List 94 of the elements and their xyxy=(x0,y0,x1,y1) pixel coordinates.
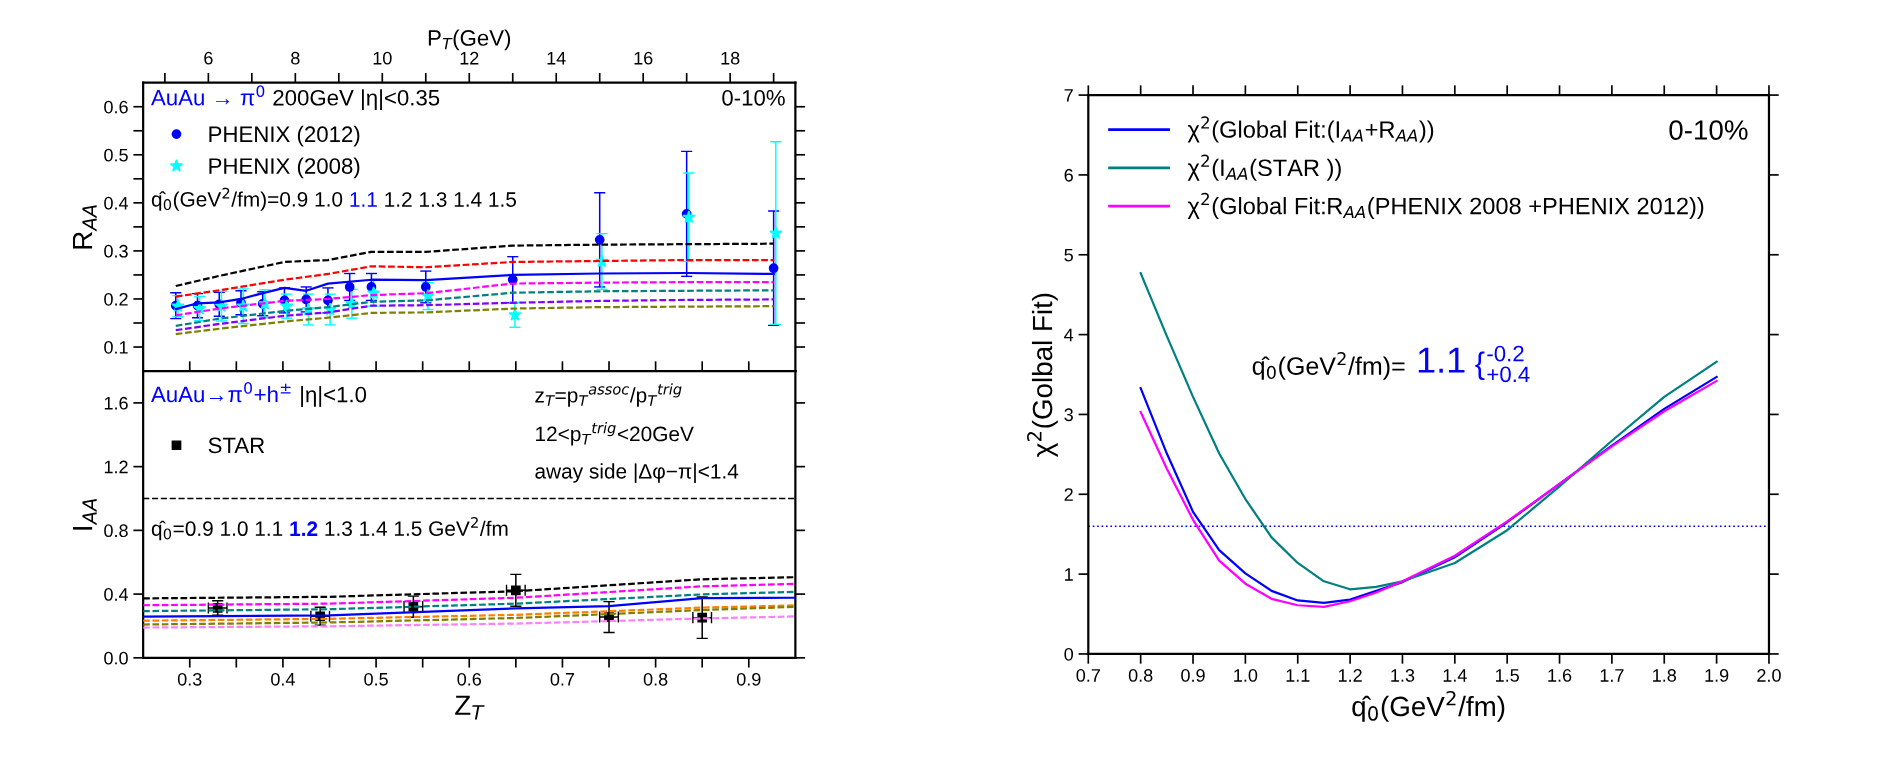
y-axis-title: R$_{AA}$ xyxy=(72,205,97,249)
x-tick-label: 12 xyxy=(460,51,479,65)
y-tick-label: 5 xyxy=(1064,248,1073,262)
y-tick-label: 4 xyxy=(1064,328,1074,342)
x-tick-label: 0.7 xyxy=(1076,669,1100,682)
annotation: 1.3 1.4 1.5 GeV$^{2}$/fm xyxy=(325,516,508,536)
legend-label: χ$^{2}$(Global Fit:R$_{AA}$(PHENIX 2008 +PHENIX 2012)) xyxy=(1187,192,1704,220)
x-tick-label: 1.9 xyxy=(1705,669,1729,682)
annotation: 1.1 xyxy=(1418,347,1465,373)
annotation: AuAu → π$^{0}$ xyxy=(151,85,265,106)
x-tick-label: 1.0 xyxy=(1234,669,1258,682)
point xyxy=(508,307,522,321)
annotation: |η|<1.0 xyxy=(301,386,367,407)
x-tick-label: 0.4 xyxy=(271,672,295,686)
x-tick-label: 16 xyxy=(634,51,653,65)
point xyxy=(344,282,355,292)
y-tick-label: 1.2 xyxy=(104,460,128,474)
y-tick-label: 6 xyxy=(1064,168,1073,182)
y-tick-label: 0.5 xyxy=(104,148,128,162)
x-tick-label: 0.5 xyxy=(364,672,388,686)
annotation: 0-10% xyxy=(1669,120,1748,140)
x-axis-title: q̂$_{0}$(GeV$^{2}$/fm) xyxy=(1352,690,1505,722)
point xyxy=(510,585,521,596)
line-series xyxy=(174,289,775,327)
annotation: 12<p$_{T}$$^{trig}$<20GeV xyxy=(536,422,694,446)
annotation: q̂$_{0}$(GeV$^{2}$/fm)=0.9 1.0 xyxy=(151,187,343,211)
x-tick-label: 1.1 xyxy=(1286,669,1310,682)
y-tick-label: 0.4 xyxy=(104,588,129,601)
x-tick-label: 0.7 xyxy=(550,672,575,686)
y-tick-label: 0.3 xyxy=(104,244,128,258)
legend-label: STAR xyxy=(208,437,265,454)
y-tick-label: 0.6 xyxy=(104,100,128,114)
y-axis-title: I$_{AA}$ xyxy=(72,498,97,530)
line-series xyxy=(1139,272,1718,591)
x-tick-label: 0.8 xyxy=(1128,669,1153,682)
y-tick-label: 0.0 xyxy=(104,651,128,665)
y-tick-label: 0.4 xyxy=(104,196,129,210)
x-tick-label: 0.9 xyxy=(736,672,761,686)
legend-label: PHENIX (2012) xyxy=(209,125,360,147)
x-tick-label: 0.8 xyxy=(643,672,668,686)
x-tick-label: 0.6 xyxy=(457,672,482,686)
annotation: 1.1 xyxy=(350,192,377,207)
x-tick-label: 10 xyxy=(373,51,392,65)
annotation: -0.2 xyxy=(1487,345,1524,362)
line-series xyxy=(143,596,796,618)
annotation: +0.4 xyxy=(1487,366,1530,383)
legend-label: PHENIX (2008) xyxy=(209,157,360,179)
x-tick-label: 0.9 xyxy=(1181,669,1205,682)
x-axis-title: Z$_{T}$ xyxy=(455,695,485,720)
annotation: away side |Δφ−π|<1.4 xyxy=(535,463,739,483)
line-series xyxy=(174,298,775,332)
y-tick-label: 1 xyxy=(1065,568,1073,581)
y-tick-label: 0 xyxy=(1064,647,1074,661)
x-tick-label: 1.3 xyxy=(1391,669,1415,682)
legend-label: χ$^{2}$(I$_{AA}$(STAR )) xyxy=(1187,154,1341,181)
x-tick-label: 2.0 xyxy=(1757,669,1781,682)
y-tick-label: 1.6 xyxy=(104,396,128,410)
y-tick-label: 0.1 xyxy=(104,340,128,354)
line-series xyxy=(143,590,796,613)
y-tick-label: 7 xyxy=(1064,89,1073,102)
annotation: 200GeV |η|<0.35 xyxy=(273,89,440,111)
x-tick-label: 6 xyxy=(204,51,213,65)
x-tick-label: 14 xyxy=(547,51,566,65)
y-tick-label: 0.2 xyxy=(104,292,128,306)
x-tick-label: 1.6 xyxy=(1548,669,1572,682)
line-series xyxy=(174,305,775,336)
legend-label: χ$^{2}$(Global Fit:(I$_{AA}$+R$_{AA}$)) xyxy=(1187,116,1434,143)
x-tick-label: 0.3 xyxy=(177,672,202,686)
x-tick-label: 8 xyxy=(291,51,300,65)
y-tick-label: 0.8 xyxy=(104,524,128,538)
x-tick-label: 1.7 xyxy=(1600,669,1624,682)
x-tick-label: 1.8 xyxy=(1653,669,1677,682)
annotation: 0-10% xyxy=(722,89,785,106)
point xyxy=(420,282,431,292)
annotation: 1.2 1.3 1.4 1.5 xyxy=(385,192,517,207)
line-series xyxy=(143,582,796,607)
annotation: AuAu→π$^{0}$+h$^{±}$ xyxy=(151,382,291,403)
y-tick-label: 3 xyxy=(1064,408,1073,422)
x-tick-label: 1.4 xyxy=(1443,669,1467,682)
annotation: q̂$_{0}$=0.9 1.0 1.1 xyxy=(151,520,283,541)
point xyxy=(594,234,605,245)
annotation: z$_{T}$=p$_{T}$$^{assoc}$/p$_{T}$$^{trig}$ xyxy=(535,383,682,407)
x-tick-label: 1.2 xyxy=(1338,669,1362,682)
x-tick-label: 18 xyxy=(721,51,740,65)
annotation: q̂$_{0}$(GeV$^{2}$/fm)= xyxy=(1252,352,1405,380)
y-axis-title: χ$^{2}$(Golbal Fit) xyxy=(1027,293,1058,458)
x-axis-title: P$_{T}$(GeV) xyxy=(428,29,511,51)
annotation: 1.2 xyxy=(290,521,318,536)
point xyxy=(769,226,783,239)
point xyxy=(768,263,779,274)
y-tick-label: 2 xyxy=(1064,488,1073,501)
point xyxy=(682,210,696,224)
x-tick-label: 1.5 xyxy=(1496,669,1519,682)
annotation: { xyxy=(1475,351,1485,381)
